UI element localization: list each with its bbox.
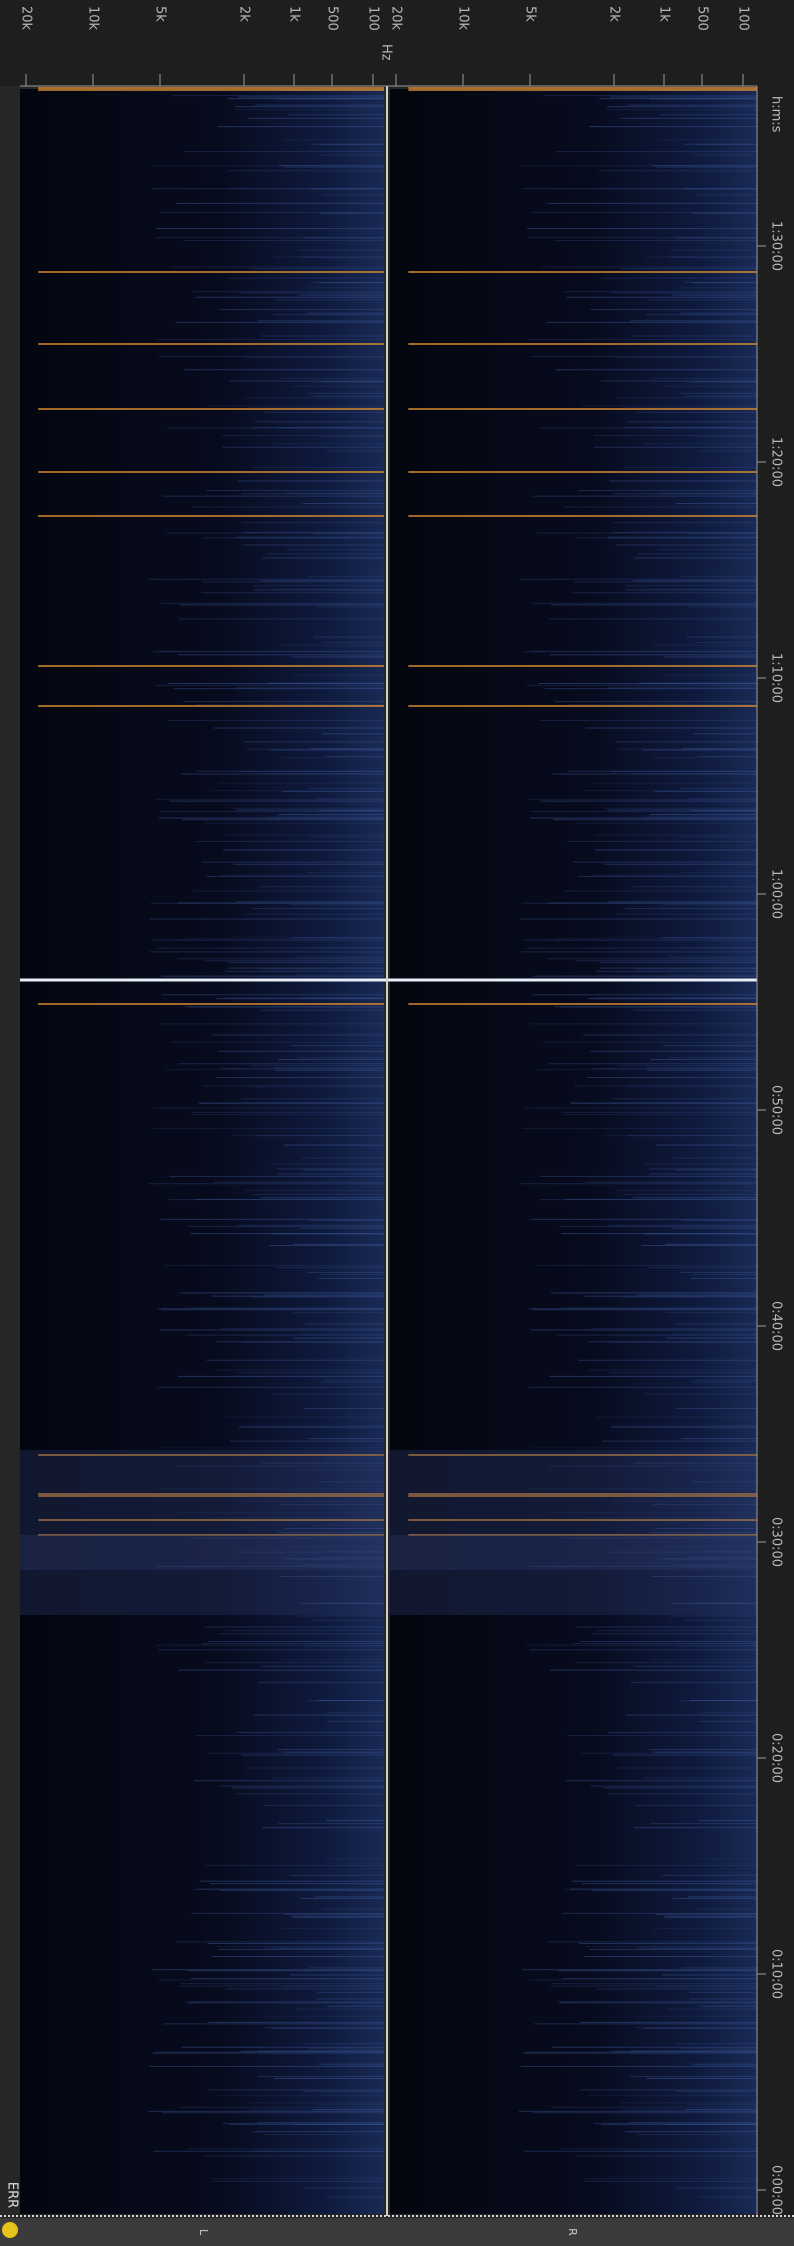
labels: 20k 10k 5k 2k 1k 500 100 20k 10k 5k 2k 1k 500 100 Hz h:… <box>19 6 784 2236</box>
time-label: 0:50:00 <box>769 1085 784 1135</box>
time-label: 1:00:00 <box>769 869 784 919</box>
frequency-label: 500 <box>325 6 340 31</box>
time-label: 1:10:00 <box>769 653 784 703</box>
channel-label: L <box>197 2229 210 2236</box>
frequency-label: 2k <box>237 6 252 22</box>
status-text: ERR <box>5 2182 20 2208</box>
time-unit: h:m:s <box>769 96 784 133</box>
time-ruler <box>757 86 794 2216</box>
frequency-label: 1k <box>657 6 672 22</box>
channel-1-spectrum <box>20 89 384 2214</box>
channel-2-spectrum <box>390 89 757 2214</box>
frequency-label: 100 <box>736 6 751 31</box>
time-label: 0:30:00 <box>769 1517 784 1567</box>
frequency-label: 20k <box>19 6 34 31</box>
frequency-label: 5k <box>153 6 168 22</box>
frequency-ruler <box>0 0 794 86</box>
spectral-detail <box>20 87 757 2198</box>
frequency-label: 10k <box>86 6 101 31</box>
frequency-label: 5k <box>523 6 538 22</box>
time-label: 0:10:00 <box>769 1949 784 1999</box>
frequency-label: 1k <box>287 6 302 22</box>
time-label: 1:20:00 <box>769 437 784 487</box>
time-label: 0:20:00 <box>769 1733 784 1783</box>
status-icon <box>2 2222 18 2238</box>
frequency-label: 2k <box>607 6 622 22</box>
time-label: 1:30:00 <box>769 221 784 271</box>
channel-bar <box>0 2218 794 2246</box>
frequency-label: 10k <box>456 6 471 31</box>
energy-region <box>20 1450 384 1570</box>
energy-region <box>20 1535 384 1615</box>
channel-label: R <box>566 2228 579 2236</box>
time-label: 0:00:00 <box>769 2165 784 2215</box>
time-label: 0:40:00 <box>769 1301 784 1351</box>
frequency-label: 20k <box>389 6 404 31</box>
frequency-label: 100 <box>366 6 381 31</box>
energy-region <box>390 1535 757 1615</box>
frequency-label: 500 <box>695 6 710 31</box>
frequency-unit: Hz <box>379 44 394 61</box>
energy-region <box>390 1450 757 1570</box>
